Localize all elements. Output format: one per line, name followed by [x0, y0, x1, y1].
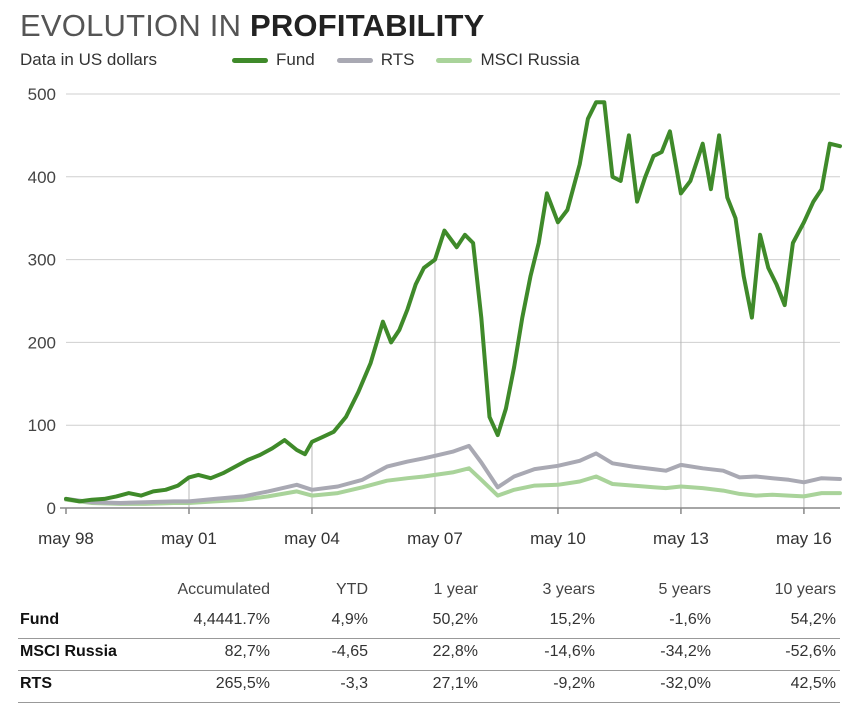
line-chart: 0 100 200 300 400 500 may 98 may 01 may 04 may 07…: [28, 85, 842, 548]
table-cell: -52,6%: [785, 643, 836, 660]
table-cell: -9,2%: [553, 675, 595, 692]
chart-subtitle: Data in US dollars: [20, 50, 158, 69]
y-tick-label: 100: [28, 416, 56, 435]
table-row-divider: [18, 670, 840, 671]
title-light: EVOLUTION IN: [20, 8, 250, 43]
table-cell: 27,1%: [432, 675, 478, 692]
series-line-rts: [64, 443, 842, 505]
table-row-label: MSCI Russia: [20, 643, 117, 660]
legend-swatch-msci: [436, 57, 473, 63]
x-tick-label: may 13: [653, 529, 709, 548]
table-cell: 265,5%: [215, 675, 270, 692]
table-cell: 15,2%: [549, 611, 595, 628]
table-header-cell: 3 years: [542, 581, 595, 598]
x-tick-label: may 04: [284, 529, 340, 548]
y-tick-label: 200: [28, 333, 56, 352]
chart-title: EVOLUTION IN PROFITABILITY: [20, 8, 484, 44]
table-cell: 22,8%: [432, 643, 478, 660]
x-tick-label: may 07: [407, 529, 463, 548]
series-line-fund: [64, 100, 842, 504]
series-line-msci: [64, 466, 842, 506]
table-cell: -1,6%: [669, 611, 711, 628]
legend-swatch-fund: [232, 57, 268, 63]
table-header-cell: 1 year: [433, 581, 478, 598]
y-tick-label: 0: [47, 499, 56, 518]
legend-item-rts: RTS: [336, 50, 415, 70]
y-tick-label: 300: [28, 251, 56, 270]
table-cell: -14,6%: [544, 643, 595, 660]
table-cell: 50,2%: [432, 611, 478, 628]
chart-legend: Fund RTS MSCI Russia: [232, 50, 602, 70]
x-tick-label: may 16: [776, 529, 832, 548]
y-tick-label: 500: [28, 85, 56, 104]
table-cell: -32,0%: [660, 675, 711, 692]
table-cell: 82,7%: [224, 643, 270, 660]
legend-item-fund: Fund: [232, 50, 315, 70]
table-cell: -4,65: [331, 643, 368, 660]
table-header-cell: 5 years: [658, 581, 711, 598]
table-header-cell: YTD: [336, 581, 368, 598]
table-cell: 4,9%: [331, 611, 368, 628]
table-row: RTS 265,5% -3,3 27,1% -9,2% -32,0% 42,5%: [18, 671, 840, 703]
x-tick-label: may 98: [38, 529, 94, 548]
table-row-divider: [18, 702, 840, 703]
legend-label-rts: RTS: [380, 50, 415, 69]
table-cell: 42,5%: [790, 675, 836, 692]
table-row-label: Fund: [20, 611, 60, 628]
legend-swatch-rts: [336, 57, 373, 63]
table-header-cell: 10 years: [774, 581, 836, 598]
table-row-divider: [18, 638, 840, 639]
x-tick-label: may 01: [161, 529, 217, 548]
table-row-label: RTS: [20, 675, 52, 692]
table-header-row: Accumulated YTD 1 year 3 years 5 years 10 yea…: [18, 577, 840, 607]
table-cell: -3,3: [340, 675, 368, 692]
legend-label-msci: MSCI Russia: [480, 50, 580, 69]
table-cell: 4,4441.7%: [193, 611, 270, 628]
y-tick-label: 400: [28, 168, 56, 187]
table-cell: -34,2%: [660, 643, 711, 660]
legend-item-msci: MSCI Russia: [436, 50, 580, 70]
performance-table: Accumulated YTD 1 year 3 years 5 years 10 yea…: [18, 577, 840, 703]
table-header-cell: Accumulated: [177, 581, 271, 598]
title-bold: PROFITABILITY: [249, 8, 485, 43]
table-row: MSCI Russia 82,7% -4,65 22,8% -14,6% -34,2% -5…: [18, 639, 840, 671]
table-row: Fund 4,4441.7% 4,9% 50,2% 15,2% -1,6% 54,2%: [18, 607, 840, 639]
table-cell: 54,2%: [790, 611, 836, 628]
x-tick-label: may 10: [530, 529, 586, 548]
legend-label-fund: Fund: [276, 50, 315, 69]
